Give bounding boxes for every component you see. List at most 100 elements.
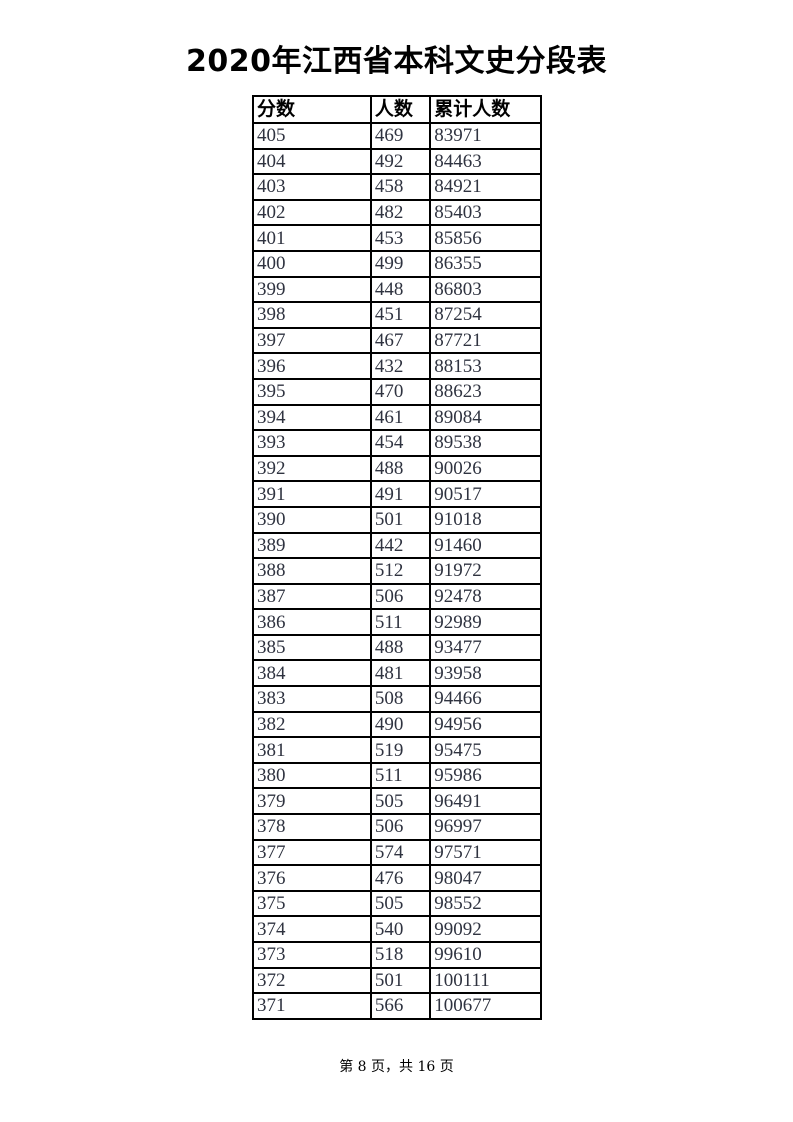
cell-score: 372 (252, 966, 372, 995)
cell-score: 404 (252, 147, 372, 176)
cell-count: 488 (369, 454, 432, 483)
table-row: 404 492 84463 (252, 147, 542, 176)
table-row: 375 505 98552 (252, 889, 542, 918)
cell-cumulative: 94956 (429, 710, 542, 739)
table-body: 405 469 83971 404 492 84463 403 458 84921 402 482 8… (252, 122, 542, 1020)
cell-count: 505 (369, 787, 432, 816)
cell-cumulative: 87721 (429, 326, 542, 355)
cell-score: 377 (252, 838, 372, 867)
table-row: 395 470 88623 (252, 377, 542, 406)
cell-count: 432 (369, 352, 432, 380)
cell-count: 506 (369, 582, 432, 611)
cell-score: 387 (252, 582, 372, 611)
cell-score: 386 (252, 608, 372, 636)
cell-cumulative: 84921 (429, 173, 542, 201)
cell-score: 393 (252, 429, 372, 457)
cell-count: 505 (369, 889, 432, 918)
cell-count: 476 (369, 864, 432, 892)
cell-cumulative: 97571 (429, 838, 542, 867)
table-row: 372 501 100111 (252, 966, 542, 995)
cell-score: 405 (252, 122, 372, 150)
cell-count: 491 (369, 480, 432, 508)
cell-cumulative: 100111 (429, 966, 542, 995)
cell-count: 490 (369, 710, 432, 739)
cell-count: 461 (369, 403, 432, 432)
cell-count: 566 (369, 992, 432, 1020)
cell-count: 488 (369, 633, 432, 662)
table-row: 383 508 94466 (252, 685, 542, 713)
table-row: 405 469 83971 (252, 122, 542, 150)
cell-cumulative: 98047 (429, 864, 542, 892)
cell-cumulative: 91460 (429, 531, 542, 560)
table-row: 391 491 90517 (252, 480, 542, 508)
cell-count: 469 (369, 122, 432, 150)
table-row: 380 511 95986 (252, 761, 542, 790)
cell-score: 383 (252, 685, 372, 713)
cell-cumulative: 85856 (429, 224, 542, 252)
cell-count: 454 (369, 429, 432, 457)
cell-score: 399 (252, 275, 372, 304)
table-row: 379 505 96491 (252, 787, 542, 816)
cell-cumulative: 93477 (429, 633, 542, 662)
table-row: 385 488 93477 (252, 633, 542, 662)
table-row: 399 448 86803 (252, 275, 542, 304)
cell-score: 395 (252, 377, 372, 406)
table-header-row: 分数 人数 累计人数 (252, 95, 542, 124)
cell-score: 388 (252, 557, 372, 585)
cell-score: 371 (252, 992, 372, 1020)
cell-cumulative: 91972 (429, 557, 542, 585)
cell-count: 501 (369, 966, 432, 995)
table-row: 389 442 91460 (252, 531, 542, 560)
cell-cumulative: 88623 (429, 377, 542, 406)
table-row: 386 511 92989 (252, 608, 542, 636)
cell-score: 400 (252, 249, 372, 278)
table-row: 390 501 91018 (252, 505, 542, 534)
cell-cumulative: 89084 (429, 403, 542, 432)
cell-cumulative: 94466 (429, 685, 542, 713)
cell-count: 448 (369, 275, 432, 304)
table-row: 394 461 89084 (252, 403, 542, 432)
header-count: 人数 (369, 95, 432, 124)
cell-cumulative: 91018 (429, 505, 542, 534)
table-row: 378 506 96997 (252, 813, 542, 841)
cell-cumulative: 100677 (429, 992, 542, 1020)
cell-score: 385 (252, 633, 372, 662)
cell-score: 397 (252, 326, 372, 355)
cell-cumulative: 98552 (429, 889, 542, 918)
cell-cumulative: 93958 (429, 659, 542, 688)
cell-score: 378 (252, 813, 372, 841)
cell-cumulative: 95475 (429, 736, 542, 764)
cell-count: 481 (369, 659, 432, 688)
table-row: 371 566 100677 (252, 992, 542, 1020)
cell-score: 402 (252, 198, 372, 227)
cell-score: 391 (252, 480, 372, 508)
cell-cumulative: 87254 (429, 301, 542, 329)
cell-score: 403 (252, 173, 372, 201)
cell-cumulative: 83971 (429, 122, 542, 150)
table-row: 402 482 85403 (252, 198, 542, 227)
cell-count: 451 (369, 301, 432, 329)
cell-cumulative: 84463 (429, 147, 542, 176)
cell-cumulative: 88153 (429, 352, 542, 380)
cell-count: 442 (369, 531, 432, 560)
cell-count: 501 (369, 505, 432, 534)
header-cumulative: 累计人数 (429, 95, 542, 124)
cell-count: 519 (369, 736, 432, 764)
cell-count: 482 (369, 198, 432, 227)
cell-score: 381 (252, 736, 372, 764)
cell-cumulative: 92989 (429, 608, 542, 636)
cell-cumulative: 96997 (429, 813, 542, 841)
table-row: 374 540 99092 (252, 915, 542, 943)
cell-count: 470 (369, 377, 432, 406)
cell-score: 374 (252, 915, 372, 943)
page-footer: 第 8 页，共 16 页 (339, 1059, 454, 1075)
cell-score: 373 (252, 941, 372, 969)
cell-score: 379 (252, 787, 372, 816)
cell-score: 392 (252, 454, 372, 483)
cell-cumulative: 99092 (429, 915, 542, 943)
cell-score: 380 (252, 761, 372, 790)
cell-score: 398 (252, 301, 372, 329)
score-distribution-table: 分数 人数 累计人数 405 469 83971 404 492 84463 403 458 8… (252, 95, 542, 1020)
table-row: 382 490 94956 (252, 710, 542, 739)
cell-score: 389 (252, 531, 372, 560)
